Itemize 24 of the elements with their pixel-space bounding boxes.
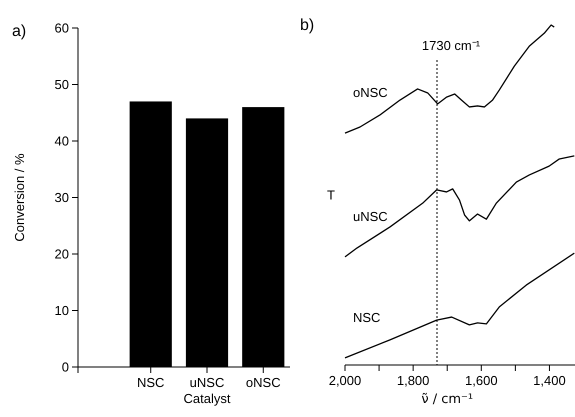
y-tick-label: 10 <box>54 303 69 318</box>
series-label: oNSC <box>353 85 388 100</box>
x-tick-label: 2,000 <box>328 373 362 388</box>
x-tick-label: 1,600 <box>465 373 498 388</box>
x-tick-label: 1,800 <box>396 373 430 388</box>
y-axis-title: T <box>327 188 335 203</box>
series-label: NSC <box>353 310 380 325</box>
y-tick-label: 40 <box>54 134 69 149</box>
series-label: uNSC <box>353 208 388 224</box>
y-tick-label: 0 <box>62 360 69 375</box>
y-tick-label: 30 <box>54 190 69 206</box>
x-tick-label: NSC <box>137 375 164 390</box>
chart-title: a) <box>12 23 26 40</box>
x-axis-title: ν̃ / cm⁻¹ <box>421 392 474 407</box>
chart-title: b) <box>300 17 314 34</box>
y-tick-label: 20 <box>54 246 69 262</box>
x-tick-label: uNSC <box>190 375 224 390</box>
y-tick-label: 60 <box>54 20 69 36</box>
y-axis-title: Conversion / % <box>12 152 27 242</box>
ref-line-label: 1730 cm⁻¹ <box>422 38 481 53</box>
x-tick-label: 1,400 <box>533 373 566 388</box>
x-axis-title: Catalyst <box>184 391 231 406</box>
x-tick-label: oNSC <box>246 375 281 390</box>
y-tick-label: 50 <box>54 77 69 92</box>
